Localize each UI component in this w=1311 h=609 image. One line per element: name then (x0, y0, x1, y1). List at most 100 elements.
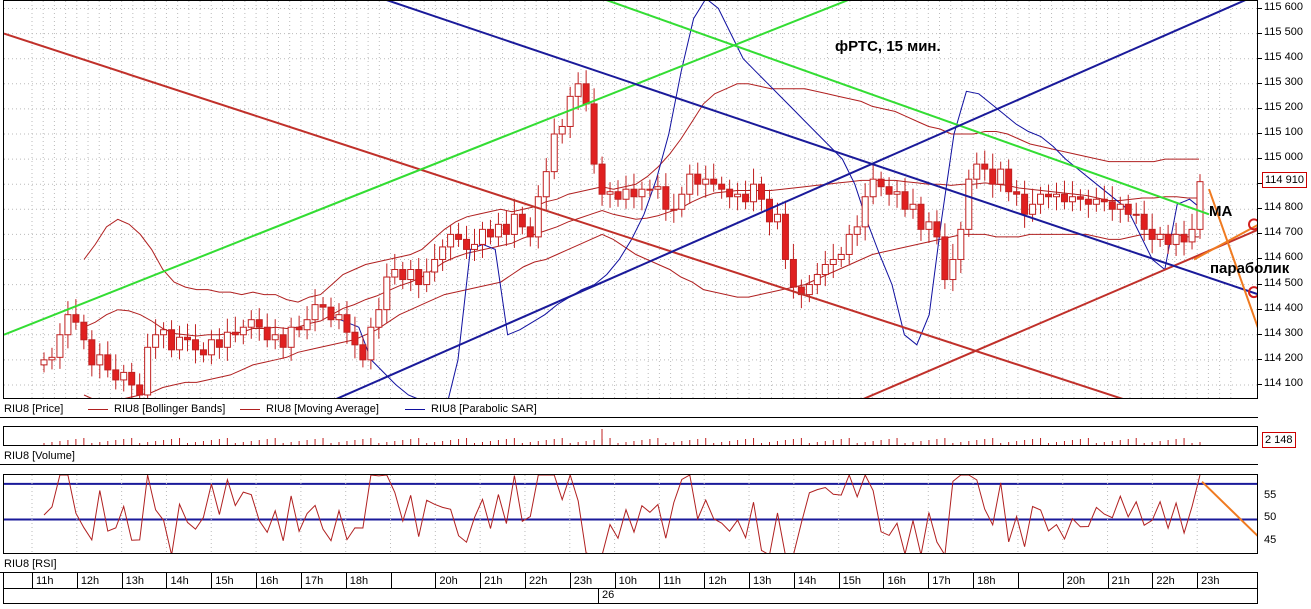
day-separator (598, 588, 599, 604)
hour-separator (659, 573, 661, 588)
annotation-ma: MA (1209, 203, 1233, 220)
hour-separator (435, 573, 437, 588)
candle-body (1172, 233, 1180, 245)
candle-body (510, 213, 518, 235)
candle-body (88, 339, 96, 366)
candle-body (1005, 168, 1013, 193)
candle-body (957, 228, 965, 260)
candle-body (486, 228, 494, 238)
ma-target-marker (1248, 218, 1257, 231)
candle-body (152, 334, 160, 348)
rsi-tick-label: 55 (1264, 489, 1277, 502)
hour-label: 13h (125, 575, 144, 587)
legend-volume: RIU8 [Volume] (4, 450, 75, 462)
candle-body (287, 326, 295, 348)
hour-separator (1017, 573, 1019, 588)
y-tick-mark (1258, 258, 1262, 260)
candle-body (973, 163, 981, 180)
candle-body (96, 354, 104, 366)
candle-body (463, 238, 471, 250)
rsi-tick-label: 45 (1264, 533, 1277, 546)
hour-label: 22h (528, 575, 548, 587)
y-tick-mark (1258, 333, 1262, 335)
hour-separator (121, 573, 123, 588)
candle-body (247, 319, 255, 328)
hour-label: 18h (349, 575, 369, 587)
y-tick-label: 114 300 (1264, 326, 1303, 339)
candle-body (335, 314, 343, 321)
y-tick-mark (1258, 133, 1262, 134)
candle-body (534, 196, 542, 238)
rsi-tick-label: 50 (1264, 511, 1277, 524)
hour-separator (838, 573, 840, 588)
rsi-axis: 55 50 45 (1258, 474, 1311, 554)
candle-body (176, 336, 184, 351)
hour-separator (614, 573, 616, 588)
candle-body (1068, 196, 1076, 203)
candle-body (144, 346, 152, 396)
hour-label: 20h (439, 575, 458, 587)
candle-body (64, 314, 72, 336)
hour-separator (32, 573, 33, 588)
candle-body (431, 258, 439, 273)
hour-label: 23h (1201, 575, 1220, 587)
candle-body (558, 125, 566, 135)
candle-body (1140, 213, 1148, 230)
y-tick-label: 115 600 (1264, 0, 1303, 13)
candle-body (726, 188, 734, 198)
candle-body (263, 326, 271, 341)
candle-body (654, 186, 662, 190)
candle-body (694, 173, 702, 185)
candle-body (168, 329, 176, 351)
candle-body (917, 203, 925, 230)
candle-body (710, 178, 718, 185)
time-axis[interactable]: 26 11h 12h 13h 14h 15h 16h 17h 18h 20h 21h 22h 23h 1… (3, 572, 1258, 604)
candle-body (502, 223, 510, 235)
candle-body (351, 331, 359, 346)
hour-separator (76, 573, 78, 588)
candle-body (702, 178, 710, 185)
hour-separator (480, 573, 482, 588)
rsi-legend: RIU8 [RSI] (0, 556, 1258, 573)
y-tick-label: 115 400 (1264, 50, 1303, 63)
y-tick-label: 115 300 (1264, 75, 1303, 88)
hour-separator (569, 573, 571, 588)
hour-label: 10h (618, 575, 637, 587)
candle-body (1196, 181, 1204, 230)
candle-body (1076, 196, 1084, 200)
price-legend: RIU8 [Price] RIU8 [Bollinger Bands] RIU8… (0, 401, 1258, 418)
candle-body (399, 269, 407, 281)
candle-body (383, 276, 391, 311)
hour-separator (704, 573, 706, 588)
candle-body (590, 103, 598, 165)
hour-separator (1197, 573, 1199, 588)
y-tick-mark (1258, 308, 1262, 310)
price-plot-area[interactable] (3, 0, 1258, 399)
volume-plot-area[interactable] (3, 426, 1258, 446)
candle-body (1164, 233, 1172, 245)
candle-body (160, 329, 168, 336)
legend-moving-average: RIU8 [Moving Average] (240, 403, 379, 415)
sar-target-marker (1248, 286, 1257, 299)
hour-separator (166, 573, 168, 588)
candle-body (821, 263, 829, 276)
candle-body (526, 226, 534, 238)
hour-label: 12h (80, 575, 100, 587)
legend-rsi: RIU8 [RSI] (4, 558, 57, 570)
candle-body (1013, 191, 1021, 195)
candle-body (542, 171, 550, 198)
hour-label: 23h (573, 575, 593, 587)
y-tick-label: 114 700 (1264, 226, 1303, 239)
rsi-plot-area[interactable] (3, 474, 1258, 554)
hour-separator (1062, 573, 1064, 588)
legend-bollinger-label: RIU8 [Bollinger Bands] (114, 403, 226, 415)
hour-label: 15h (842, 575, 862, 587)
candle-body (279, 334, 287, 348)
hour-label: 14h (170, 575, 189, 587)
candle-body (391, 269, 399, 278)
bollinger-upper-line (83, 83, 1199, 303)
candle-body (630, 188, 638, 198)
candle-body (686, 173, 694, 195)
candle-body (128, 371, 136, 386)
legend-price: RIU8 [Price] (4, 403, 64, 415)
